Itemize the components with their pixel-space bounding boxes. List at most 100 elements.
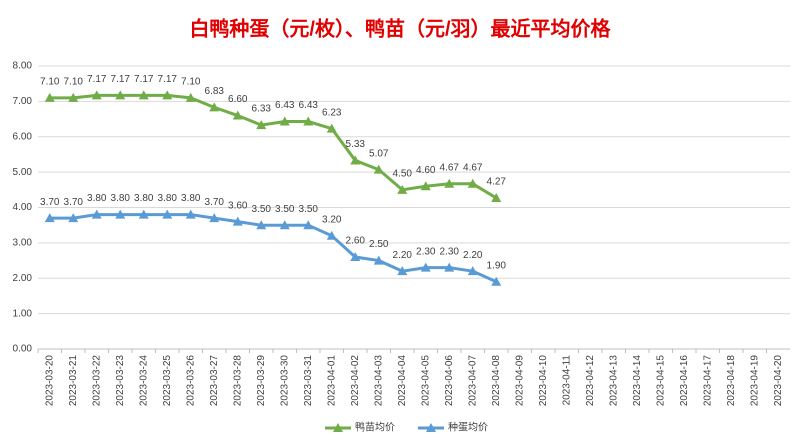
- point-marker: [326, 230, 337, 240]
- point-marker: [185, 209, 196, 219]
- data-label: 7.10: [40, 76, 60, 87]
- data-label: 6.23: [322, 107, 342, 118]
- point-marker: [162, 209, 173, 219]
- x-tick-label: 2023-04-14: [632, 355, 643, 407]
- point-marker: [279, 116, 290, 126]
- point-marker: [279, 220, 290, 230]
- point-marker: [397, 184, 408, 194]
- y-tick-label: 8.00: [13, 61, 33, 72]
- point-marker: [350, 155, 361, 165]
- legend-marker: [333, 423, 343, 432]
- data-label: 3.50: [299, 204, 319, 215]
- point-marker: [44, 213, 55, 223]
- data-label: 3.80: [134, 193, 154, 204]
- data-label: 5.07: [369, 148, 389, 159]
- point-marker: [68, 92, 79, 102]
- data-label: 7.17: [158, 74, 178, 85]
- x-tick-label: 2023-03-29: [256, 355, 267, 407]
- x-tick-label: 2023-03-21: [68, 355, 79, 407]
- data-label: 4.50: [393, 168, 413, 179]
- data-label: 3.20: [322, 214, 342, 225]
- data-label: 3.70: [64, 197, 84, 208]
- data-label: 6.83: [205, 86, 225, 97]
- data-label: 3.80: [111, 193, 131, 204]
- x-tick-label: 2023-03-30: [279, 355, 290, 407]
- data-label: 2.20: [463, 250, 483, 261]
- x-tick-label: 2023-04-18: [726, 355, 737, 407]
- data-label: 6.33: [252, 104, 272, 115]
- point-marker: [115, 90, 126, 100]
- y-tick-label: 5.00: [13, 167, 33, 178]
- x-tick-label: 2023-03-27: [209, 355, 220, 407]
- point-marker: [444, 262, 455, 272]
- point-marker: [326, 123, 337, 133]
- data-label: 7.17: [134, 74, 154, 85]
- chart-title: 白鸭种蛋（元/枚）、鸭苗（元/羽）最近平均价格: [189, 16, 611, 40]
- point-marker: [185, 92, 196, 102]
- point-marker: [209, 102, 220, 112]
- data-label: 3.50: [252, 204, 272, 215]
- x-tick-label: 2023-03-31: [303, 355, 314, 407]
- legend-label: 种蛋均价: [448, 421, 488, 434]
- data-label: 7.10: [181, 76, 201, 87]
- x-tick-label: 2023-03-24: [138, 355, 149, 407]
- x-tick-label: 2023-04-10: [538, 355, 549, 407]
- x-tick-label: 2023-04-19: [749, 355, 760, 407]
- x-tick-label: 2023-04-05: [420, 355, 431, 407]
- data-label: 7.17: [111, 74, 131, 85]
- point-marker: [91, 90, 102, 100]
- x-tick-label: 2023-04-15: [655, 355, 666, 407]
- data-label: 7.10: [64, 76, 84, 87]
- point-marker: [256, 220, 267, 230]
- point-marker: [491, 192, 502, 202]
- series-line: [49, 213, 497, 284]
- x-tick-label: 2023-03-28: [232, 355, 243, 407]
- x-tick-label: 2023-04-11: [561, 355, 572, 406]
- point-marker: [232, 110, 243, 120]
- y-tick-label: 2.00: [13, 273, 33, 284]
- point-marker: [91, 209, 102, 219]
- y-tick-label: 3.00: [13, 238, 33, 249]
- point-marker: [138, 209, 149, 219]
- point-marker: [115, 209, 126, 219]
- x-tick-label: 2023-04-16: [679, 355, 690, 407]
- data-label: 2.50: [369, 239, 389, 250]
- data-label: 4.67: [440, 162, 460, 173]
- data-label: 2.60: [346, 236, 366, 247]
- point-marker: [467, 178, 478, 188]
- data-label: 2.20: [393, 250, 413, 261]
- x-tick-label: 2023-04-09: [514, 355, 525, 407]
- y-tick-label: 4.00: [13, 202, 33, 213]
- data-label: 3.80: [87, 193, 107, 204]
- x-tick-label: 2023-04-20: [773, 355, 784, 407]
- data-label: 4.60: [416, 165, 436, 176]
- point-marker: [162, 90, 173, 100]
- x-tick-label: 2023-04-07: [467, 355, 478, 407]
- point-marker: [373, 164, 384, 174]
- point-marker: [256, 120, 267, 130]
- data-label: 3.80: [158, 193, 178, 204]
- x-tick-label: 2023-04-13: [608, 355, 619, 407]
- point-marker: [44, 92, 55, 102]
- data-label: 2.30: [440, 246, 460, 257]
- data-label: 6.43: [275, 100, 295, 111]
- point-marker: [303, 220, 314, 230]
- data-label: 2.30: [416, 246, 436, 257]
- x-tick-label: 2023-04-04: [397, 355, 408, 407]
- y-tick-label: 6.00: [13, 131, 33, 142]
- legend-label: 鸭苗均价: [355, 421, 395, 434]
- data-label: 4.27: [487, 177, 507, 188]
- data-label: 3.70: [40, 197, 60, 208]
- x-tick-label: 2023-04-03: [373, 355, 384, 407]
- x-tick-label: 2023-04-17: [702, 355, 713, 407]
- point-marker: [232, 216, 243, 226]
- x-tick-label: 2023-03-26: [185, 355, 196, 407]
- point-marker: [373, 255, 384, 265]
- y-tick-label: 0.00: [13, 344, 33, 355]
- x-tick-label: 2023-03-20: [44, 355, 55, 407]
- point-marker: [350, 252, 361, 262]
- point-marker: [420, 262, 431, 272]
- point-marker: [467, 266, 478, 276]
- x-tick-label: 2023-04-06: [444, 355, 455, 407]
- legend-marker: [426, 423, 436, 432]
